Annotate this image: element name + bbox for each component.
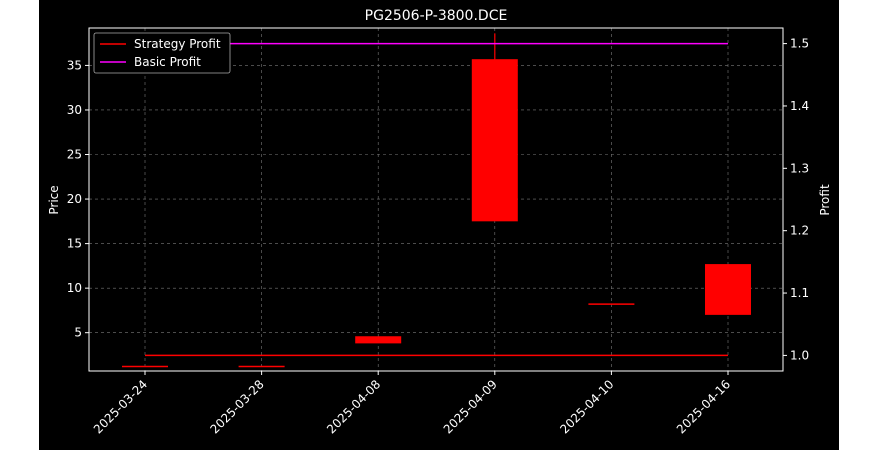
y-tick-label-right: 1.3 bbox=[790, 161, 809, 175]
y-tick-label-left: 15 bbox=[67, 237, 82, 251]
left-axis: 5 10 15 20 25 30 35 bbox=[67, 58, 89, 340]
candles bbox=[122, 33, 751, 368]
y-axis-left-label: Price bbox=[47, 185, 61, 214]
candle-body bbox=[705, 264, 751, 315]
y-axis-right-label: Profit bbox=[818, 184, 832, 216]
y-tick-label-left: 30 bbox=[67, 103, 82, 117]
y-tick-label-left: 25 bbox=[67, 148, 82, 162]
y-tick-label-right: 1.0 bbox=[790, 348, 809, 362]
y-tick-label-left: 35 bbox=[67, 58, 82, 72]
profit-lines bbox=[145, 42, 728, 357]
chart-background bbox=[39, 0, 839, 450]
legend-label-basic: Basic Profit bbox=[134, 55, 201, 69]
candle-body bbox=[471, 59, 518, 222]
legend-box bbox=[93, 32, 231, 74]
y-tick-label-left: 10 bbox=[67, 281, 82, 295]
y-tick-label-left: 5 bbox=[74, 326, 82, 340]
y-tick-label-left: 20 bbox=[67, 192, 82, 206]
y-tick-label-right: 1.5 bbox=[790, 37, 809, 51]
legend-label-strategy: Strategy Profit bbox=[134, 37, 221, 51]
y-tick-label-right: 1.4 bbox=[790, 99, 809, 113]
chart-title: PG2506-P-3800.DCE bbox=[365, 8, 508, 24]
y-tick-label-right: 1.1 bbox=[790, 286, 809, 300]
y-tick-label-right: 1.2 bbox=[790, 224, 809, 238]
right-axis: 1.0 1.1 1.2 1.3 1.4 1.5 bbox=[783, 37, 809, 362]
candle-body bbox=[355, 336, 402, 344]
grid-lines bbox=[89, 28, 783, 371]
legend: Strategy Profit Basic Profit bbox=[93, 32, 231, 74]
